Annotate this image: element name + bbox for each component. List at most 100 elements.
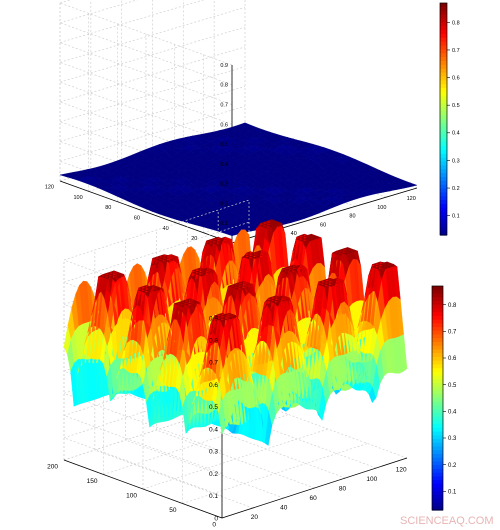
colorbar-segment bbox=[440, 61, 447, 66]
z-tick-label: 0.1 bbox=[209, 493, 218, 500]
colorbar-tick-label: 0.7 bbox=[452, 48, 460, 54]
colorbar-segment bbox=[440, 211, 447, 217]
colorbar-tick-label: 0.8 bbox=[452, 20, 460, 26]
colorbar-frame bbox=[439, 2, 448, 236]
colorbar: 0.1 0.2 0.3 0.4 0.5 0.6 0.7 0.8 bbox=[439, 2, 460, 236]
colorbar-segment bbox=[432, 439, 443, 444]
axis-edge bbox=[63, 459, 223, 519]
colorbar-segment bbox=[440, 126, 447, 132]
colorbar-segment bbox=[432, 442, 443, 448]
colorbar-segment bbox=[432, 420, 443, 425]
colorbar-frame bbox=[431, 285, 444, 511]
colorbar-segment bbox=[432, 312, 443, 317]
colorbar-segment bbox=[432, 345, 443, 351]
colorbar-segment bbox=[440, 161, 447, 166]
colorbar-segment bbox=[432, 506, 443, 511]
colorbar-segment bbox=[440, 95, 447, 101]
z-tick-label: 0.9 bbox=[220, 63, 228, 69]
colorbar-segment bbox=[440, 49, 447, 54]
colorbar-segment bbox=[432, 297, 443, 302]
x-tick-label: 60 bbox=[309, 495, 317, 502]
x-tick-label: 20 bbox=[251, 514, 259, 521]
colorbar-segment bbox=[432, 327, 443, 332]
z-tick-label: 0.3 bbox=[209, 449, 218, 456]
x-tick-label: 40 bbox=[291, 231, 297, 237]
colorbar-segment bbox=[432, 353, 443, 358]
z-gridline bbox=[59, 66, 246, 123]
colorbar-segment bbox=[440, 142, 447, 147]
y-gridline bbox=[63, 399, 250, 461]
y-gridline bbox=[142, 428, 329, 490]
z-gridline bbox=[59, 86, 246, 142]
colorbar-tick-label: 0.7 bbox=[448, 329, 457, 335]
colorbar-segment bbox=[432, 323, 443, 328]
z-gridline bbox=[63, 437, 223, 497]
colorbar-segment bbox=[440, 91, 447, 97]
colorbar-tick-label: 0.5 bbox=[448, 383, 457, 389]
surface bbox=[63, 219, 408, 446]
z-tick-label: 0.1 bbox=[220, 221, 228, 227]
x-tick-label: 120 bbox=[396, 466, 407, 473]
colorbar-tick-label: 0.6 bbox=[452, 75, 460, 81]
z-gridline bbox=[59, 81, 233, 145]
colorbar-segment bbox=[432, 383, 443, 388]
colorbar-segment bbox=[440, 200, 447, 205]
colorbar-segment bbox=[432, 315, 443, 321]
colorbar-segment bbox=[432, 480, 443, 485]
z-gridline bbox=[59, 105, 246, 162]
z-tick-label: 0.9 bbox=[209, 315, 218, 322]
colorbar-segment bbox=[432, 472, 443, 477]
colorbar-segment bbox=[440, 215, 447, 221]
colorbar-segment bbox=[440, 153, 447, 159]
colorbar-segment bbox=[432, 412, 443, 418]
x-tick-label: 100 bbox=[377, 205, 386, 211]
colorbar-segment bbox=[432, 308, 443, 313]
z-gridline bbox=[59, 101, 233, 165]
colorbar-tick-label: 0.8 bbox=[448, 303, 457, 309]
x-tick-label: 40 bbox=[280, 504, 288, 511]
y-gridline bbox=[103, 414, 289, 475]
x-tick-label: 80 bbox=[349, 214, 355, 220]
colorbar-segment bbox=[440, 138, 447, 143]
z-gridline bbox=[63, 199, 250, 261]
z-tick-label: 0.8 bbox=[220, 83, 228, 89]
colorbar-segment bbox=[440, 3, 447, 8]
colorbar-segment bbox=[440, 177, 447, 182]
colorbar-segment bbox=[432, 368, 443, 373]
colorbar-segment bbox=[440, 10, 447, 16]
colorbar-segment bbox=[432, 450, 443, 455]
colorbar-segment bbox=[432, 424, 443, 429]
colorbar-segment bbox=[432, 416, 443, 421]
colorbar-segment bbox=[440, 107, 447, 112]
colorbar-segment bbox=[440, 26, 447, 31]
y-tick-label: 50 bbox=[169, 507, 177, 514]
top-surface-plot: 00.10.20.30.40.50.60.70.80.9204060801001… bbox=[45, 0, 460, 253]
y-gridline bbox=[182, 443, 368, 504]
colorbar-segment bbox=[432, 398, 443, 403]
colorbar-segment bbox=[432, 465, 443, 470]
colorbar-segment bbox=[432, 394, 443, 399]
colorbar-segment bbox=[440, 57, 447, 62]
colorbar-segment bbox=[432, 356, 443, 362]
colorbar-segment bbox=[432, 386, 443, 392]
colorbar-segment bbox=[432, 427, 443, 433]
colorbar-segment bbox=[440, 41, 447, 47]
colorbar-segment bbox=[440, 231, 447, 236]
z-tick-label: 0.7 bbox=[220, 102, 228, 108]
colorbar-tick-label: 0.5 bbox=[452, 103, 460, 109]
colorbar-segment bbox=[432, 461, 443, 466]
colorbar-tick-label: 0.4 bbox=[452, 131, 460, 137]
z-tick-label: 0 bbox=[214, 515, 218, 522]
colorbar-tick-label: 0.1 bbox=[452, 214, 460, 220]
y-tick-label: 40 bbox=[163, 226, 169, 232]
colorbar-tick-label: 0.2 bbox=[448, 463, 457, 469]
colorbar-segment bbox=[440, 45, 447, 50]
colorbar-segment bbox=[440, 68, 447, 74]
surface-patch bbox=[399, 334, 408, 372]
y-tick-label: 150 bbox=[87, 478, 98, 485]
colorbar-segment bbox=[440, 223, 447, 228]
z-gridline bbox=[59, 6, 246, 63]
colorbar-tick-label: 0.3 bbox=[452, 158, 460, 164]
z-gridline bbox=[63, 393, 223, 452]
